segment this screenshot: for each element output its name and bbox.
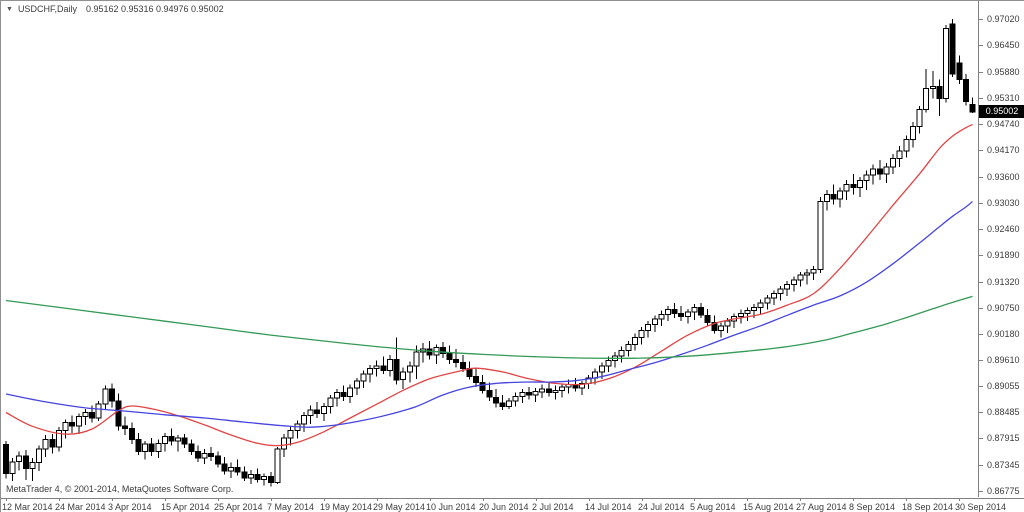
date-tick-label: 10 Jun 2014: [426, 498, 476, 512]
chart-title: ▼ USDCHF,Daily 0.95162 0.95316 0.94976 0…: [6, 4, 224, 15]
date-tick-label: 24 Jul 2014: [638, 498, 685, 512]
ma-mid-blue: [5, 200, 973, 428]
price-tick-label: 0.97020: [979, 14, 1020, 24]
date-tick-label: 2 Jul 2014: [532, 498, 574, 512]
price-tick-label: 0.90750: [979, 303, 1020, 313]
date-tick-label: 12 Mar 2014: [2, 498, 53, 512]
price-tick-label: 0.87345: [979, 460, 1020, 470]
ma-slow-green: [5, 295, 973, 359]
price-tick-label: 0.89055: [979, 381, 1020, 391]
price-tick-label: 0.91890: [979, 250, 1020, 260]
platform-watermark: MetaTrader 4, © 2001-2014, MetaQuotes So…: [6, 484, 234, 494]
price-tick-label: 0.86775: [979, 486, 1020, 496]
candlestick-chart[interactable]: [1, 1, 978, 497]
date-tick-label: 24 Mar 2014: [55, 498, 106, 512]
symbol-dropdown-icon[interactable]: ▼: [6, 6, 13, 13]
price-axis[interactable]: 0.97020 0.96450 0.95880 0.95310 0.94740 0.941…: [979, 1, 1024, 497]
price-tick-label: 0.90180: [979, 329, 1020, 339]
price-tick-label: 0.95310: [979, 93, 1020, 103]
current-price-tag: 0.95002: [979, 105, 1024, 118]
price-tick-label: 0.93600: [979, 172, 1020, 182]
date-tick-label: 27 Aug 2014: [796, 498, 847, 512]
ohlc-quote-line: 0.95162 0.95316 0.94976 0.95002: [85, 4, 224, 14]
price-tick-label: 0.94170: [979, 145, 1020, 155]
price-tick-label: 0.93030: [979, 198, 1020, 208]
price-tick-label: 0.94740: [979, 119, 1020, 129]
date-tick-label: 15 Aug 2014: [743, 498, 794, 512]
price-tick-label: 0.96450: [979, 40, 1020, 50]
date-tick-label: 7 May 2014: [267, 498, 315, 512]
price-tick-label: 0.87915: [979, 433, 1020, 443]
symbol-period-label: USDCHF,Daily: [17, 4, 77, 14]
price-tick-label: 0.89610: [979, 355, 1020, 365]
date-tick-label: 14 Jul 2014: [585, 498, 632, 512]
price-tick-label: 0.91320: [979, 277, 1020, 287]
price-tick-label: 0.88485: [979, 407, 1020, 417]
ma-fast-red: [5, 123, 973, 447]
price-tick-label: 0.95880: [979, 67, 1020, 77]
time-axis[interactable]: 12 Mar 2014 24 Mar 2014 3 Apr 2014 15 Apr 2…: [1, 498, 1024, 512]
price-tick-label: 0.92460: [979, 224, 1020, 234]
date-tick-label: 20 Jun 2014: [479, 498, 529, 512]
date-tick-label: 25 Apr 2014: [214, 498, 263, 512]
date-tick-label: 30 Sep 2014: [955, 498, 1007, 512]
date-tick-label: 5 Aug 2014: [690, 498, 736, 512]
date-tick-label: 29 May 2014: [373, 498, 426, 512]
date-tick-label: 19 May 2014: [320, 498, 373, 512]
date-tick-label: 8 Sep 2014: [849, 498, 896, 512]
date-tick-label: 3 Apr 2014: [108, 498, 152, 512]
date-tick-label: 18 Sep 2014: [902, 498, 954, 512]
chart-plot-area[interactable]: ▼ USDCHF,Daily 0.95162 0.95316 0.94976 0…: [1, 1, 979, 497]
date-tick-label: 15 Apr 2014: [161, 498, 210, 512]
